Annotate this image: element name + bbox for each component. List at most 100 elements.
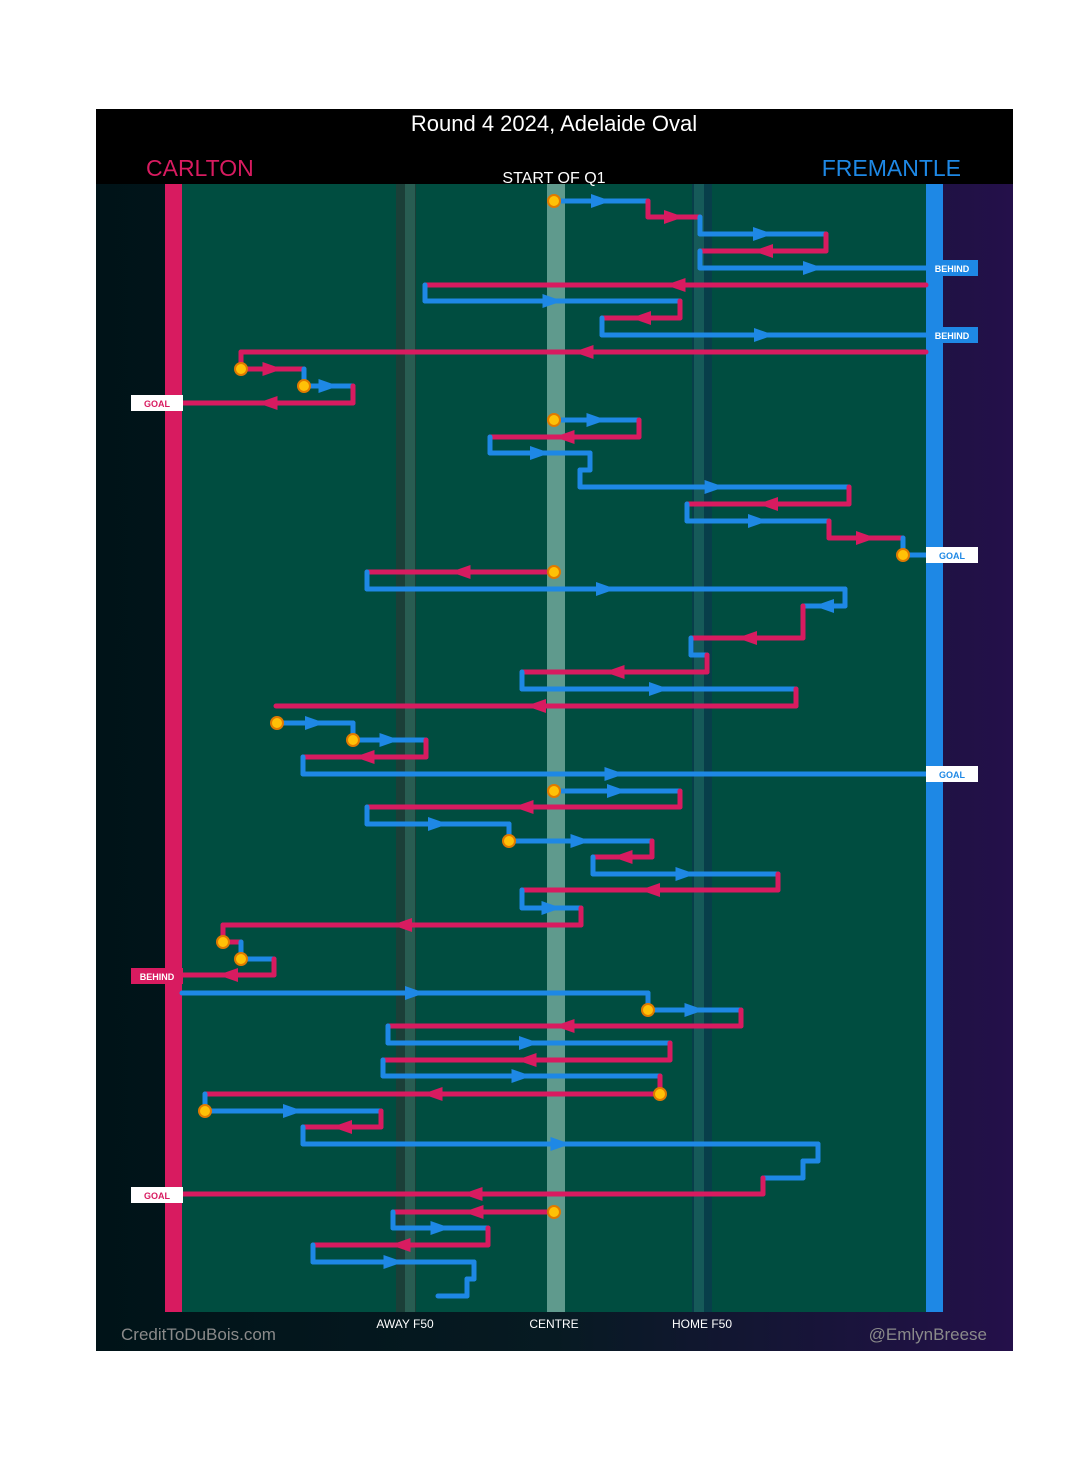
ball-up — [297, 379, 311, 393]
flow-arrow — [554, 1019, 575, 1033]
flow-arrow — [604, 767, 625, 781]
outcome-tag — [131, 968, 183, 984]
ball-up — [270, 716, 284, 730]
flow-arrow — [405, 986, 425, 1000]
flow-arrow — [596, 582, 616, 596]
flow-arrow — [704, 480, 725, 494]
flow-arrow — [758, 497, 778, 511]
flow-arrow — [748, 514, 768, 528]
flow-arrow — [218, 968, 238, 982]
flow-arrow — [430, 1221, 451, 1235]
flow-arrow — [257, 396, 278, 410]
ball-up — [502, 834, 516, 848]
flow-arrow — [542, 294, 563, 308]
home-f50-line — [694, 184, 704, 1312]
ball-up — [896, 548, 910, 562]
flow-arrow — [390, 1238, 411, 1252]
ball-up — [234, 362, 248, 376]
zone-label: CENTRE — [529, 1317, 578, 1331]
header-band — [96, 109, 1013, 184]
ball-up — [641, 1003, 655, 1017]
flow-arrow — [675, 867, 696, 881]
centre-band — [547, 184, 565, 1312]
flow-arrow — [631, 311, 651, 325]
flow-arrow — [640, 883, 660, 897]
ball-up — [653, 1087, 667, 1101]
flow-lines — [179, 194, 929, 1299]
flow-arrow — [519, 1036, 539, 1050]
ball-up — [547, 565, 561, 579]
carlton-bar — [165, 184, 182, 1312]
flow-arrow — [665, 278, 686, 292]
flow-arrow — [462, 1187, 483, 1201]
flow-arrow — [513, 800, 534, 814]
flow-arrow — [856, 531, 876, 545]
fremantle-bar — [926, 184, 943, 1312]
outcome-label: GOAL — [144, 399, 171, 409]
outcome-tag — [131, 395, 183, 411]
ball-up — [234, 952, 248, 966]
away-team: FREMANTLE — [822, 155, 961, 181]
flow-arrow — [604, 665, 625, 679]
outcome-tag — [926, 327, 978, 343]
outcome-tag — [131, 1187, 183, 1203]
flow-arrow — [450, 565, 471, 579]
flow-arrow — [262, 362, 283, 376]
flow-arrow — [612, 850, 633, 864]
start-label: START OF Q1 — [502, 170, 605, 187]
flow-arrow — [591, 194, 611, 208]
flow-arrow — [283, 1104, 303, 1118]
zone-label: AWAY F50 — [376, 1317, 434, 1331]
outcome-tag — [926, 766, 978, 782]
title: Round 4 2024, Adelaide Oval — [411, 111, 697, 136]
flow-arrow — [586, 413, 607, 427]
flow-arrow — [354, 750, 375, 764]
flow-arrow — [516, 1053, 537, 1067]
flow-arrow — [428, 817, 448, 831]
flow-arrow — [664, 210, 684, 224]
flow-arrow — [754, 328, 774, 342]
outcome-label: BEHIND — [140, 972, 175, 982]
outcome-tag — [926, 547, 978, 563]
outcome-label: GOAL — [144, 1191, 171, 1201]
ball-up — [547, 784, 561, 798]
flow-arrow — [649, 682, 669, 696]
flow-arrow — [530, 446, 550, 460]
ball-up — [547, 1205, 561, 1219]
ball-up — [216, 935, 230, 949]
credit: @EmlynBreese — [869, 1325, 987, 1344]
flow-arrow — [383, 1255, 404, 1269]
flow-arrow — [379, 733, 400, 747]
flow-arrow — [570, 834, 591, 848]
outcomes: BEHIND BEHIND GOAL GOAL GOAL BEHIND GOAL — [131, 260, 978, 1203]
ball-up — [547, 413, 561, 427]
outcome-label: GOAL — [939, 551, 966, 561]
flow-arrow — [814, 599, 834, 613]
flow-arrow — [737, 631, 757, 645]
flow-arrow — [554, 430, 575, 444]
flow-arrow — [332, 1120, 352, 1134]
flow-arrow — [573, 345, 594, 359]
credit: CreditToDuBois.com — [121, 1325, 276, 1344]
flow-arrow — [803, 261, 823, 275]
ball-up — [198, 1104, 212, 1118]
outcome-tag — [926, 260, 978, 276]
flow-arrow — [511, 1069, 532, 1083]
flow-arrow — [753, 227, 773, 241]
flow-arrow — [318, 379, 339, 393]
flow-arrow — [753, 244, 773, 258]
flow-arrow — [305, 716, 325, 730]
flow-arrow — [463, 1205, 484, 1219]
flow-arrow — [541, 901, 562, 915]
flow-arrow — [392, 918, 412, 932]
flow-arrow — [684, 1003, 705, 1017]
ball-up — [547, 194, 561, 208]
home-team: CARLTON — [146, 155, 254, 181]
zone-label: HOME F50 — [672, 1317, 732, 1331]
flow-arrow — [607, 784, 627, 798]
outcome-label: BEHIND — [935, 264, 970, 274]
flow-arrow — [422, 1087, 443, 1101]
ball-up — [346, 733, 360, 747]
flow-arrow — [526, 699, 546, 713]
